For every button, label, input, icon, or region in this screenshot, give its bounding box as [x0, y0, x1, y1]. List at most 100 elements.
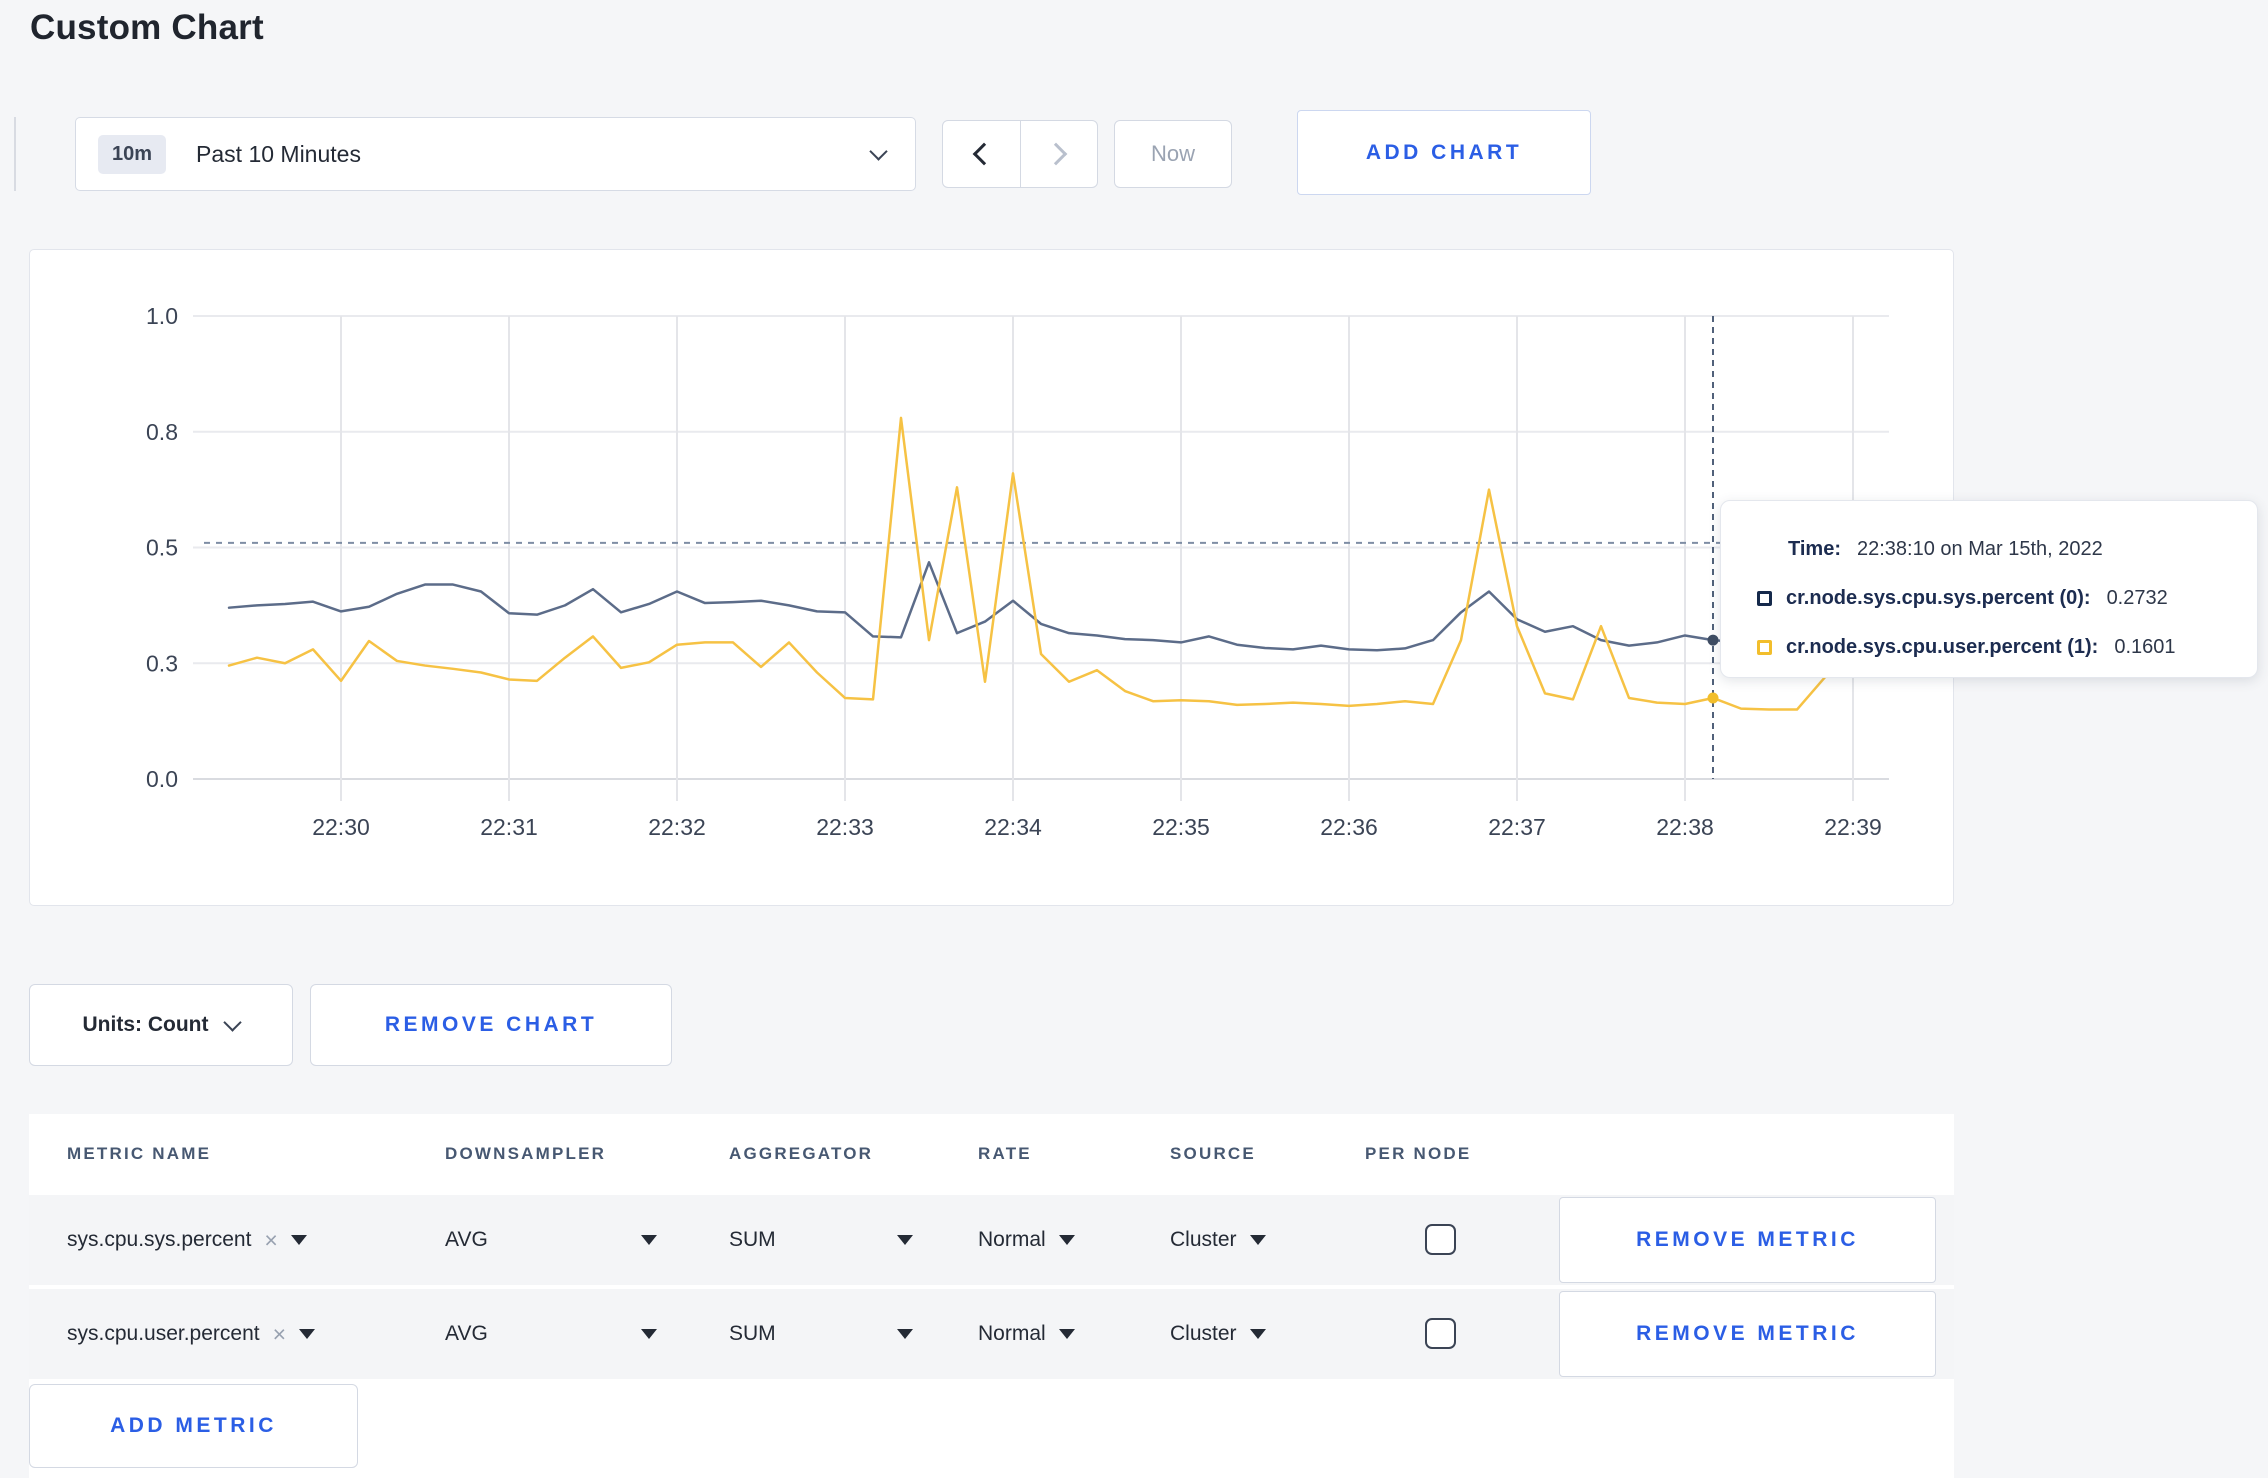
x-tick-label: 22:34: [984, 814, 1042, 840]
dropdown-caret-icon: [1249, 1329, 1266, 1339]
aggregator-select[interactable]: SUM: [729, 1195, 776, 1285]
metric-name-select[interactable]: sys.cpu.sys.percent ×: [67, 1195, 307, 1285]
rate-value: Normal: [978, 1228, 1046, 1251]
x-tick-label: 22:30: [312, 814, 370, 840]
x-tick-label: 22:37: [1488, 814, 1546, 840]
series-line: [227, 561, 1883, 652]
aggregator-value: SUM: [729, 1322, 776, 1345]
time-window-badge: 10m: [98, 134, 167, 174]
table-row: sys.cpu.sys.percent × AVG SUM Normal Clu…: [29, 1195, 1954, 1285]
add-chart-label: ADD CHART: [1365, 140, 1523, 164]
rate-value: Normal: [978, 1322, 1046, 1345]
x-tick-label: 22:39: [1824, 814, 1882, 840]
y-tick-label: 1.0: [146, 303, 178, 329]
rate-select[interactable]: Normal: [978, 1195, 1075, 1285]
units-label: Units: Count: [82, 1013, 209, 1036]
col-header-downsampler: DOWNSAMPLER: [445, 1144, 607, 1163]
y-tick-label: 0.5: [146, 535, 178, 561]
add-chart-button[interactable]: ADD CHART: [1297, 110, 1591, 195]
tooltip-time-value: 22:38:10 on Mar 15th, 2022: [1856, 537, 2103, 560]
tooltip-series-value: 0.2732: [2106, 586, 2168, 609]
col-header-aggregator: AGGREGATOR: [729, 1144, 874, 1163]
dropdown-caret-icon: [1249, 1235, 1266, 1245]
time-window-select[interactable]: 10m Past 10 Minutes: [75, 117, 916, 191]
remove-x-icon[interactable]: ×: [264, 1226, 278, 1253]
toolbar-left-divider: [14, 117, 16, 191]
per-node-checkbox[interactable]: [1425, 1224, 1456, 1255]
remove-metric-button[interactable]: REMOVE METRIC: [1559, 1197, 1936, 1283]
table-row: sys.cpu.user.percent × AVG SUM Normal Cl…: [29, 1289, 1954, 1379]
metrics-table: METRIC NAME DOWNSAMPLER AGGREGATOR RATE …: [29, 1114, 1954, 1478]
chevron-down-icon: [869, 141, 888, 161]
hover-point-dot: [1707, 634, 1719, 646]
series-color-swatch: [1757, 590, 1772, 606]
remove-metric-label: REMOVE METRIC: [1636, 1322, 1859, 1345]
chevron-right-icon: [1044, 142, 1068, 166]
col-header-rate: RATE: [978, 1144, 1032, 1163]
rate-select[interactable]: Normal: [978, 1289, 1075, 1379]
x-tick-label: 22:33: [816, 814, 874, 840]
y-tick-label: 0.3: [146, 650, 178, 676]
source-select[interactable]: Cluster: [1170, 1195, 1266, 1285]
source-value: Cluster: [1170, 1228, 1237, 1251]
hover-point-dot: [1707, 692, 1719, 704]
aggregator-select[interactable]: SUM: [729, 1289, 776, 1379]
dropdown-caret-icon[interactable]: [897, 1329, 913, 1339]
tooltip-series-label: cr.node.sys.cpu.user.percent (1):: [1786, 635, 2099, 658]
x-tick-label: 22:31: [480, 814, 538, 840]
series-color-swatch: [1757, 639, 1772, 655]
tooltip-series-value: 0.1601: [2114, 635, 2176, 658]
units-select[interactable]: Units: Count: [29, 984, 293, 1066]
add-metric-button[interactable]: ADD METRIC: [29, 1384, 358, 1468]
downsampler-select[interactable]: AVG: [445, 1289, 488, 1379]
chevron-down-icon: [223, 1013, 243, 1032]
dropdown-caret-icon[interactable]: [897, 1235, 913, 1245]
remove-metric-button[interactable]: REMOVE METRIC: [1559, 1291, 1936, 1377]
downsampler-value: AVG: [445, 1228, 488, 1251]
now-button[interactable]: Now: [1114, 120, 1232, 188]
col-header-metric-name: METRIC NAME: [67, 1144, 212, 1163]
chart-canvas[interactable]: 1.0 0.8 0.5 0.3 0.0 22:30 22:31 22:32 22:33 22:34…: [30, 250, 1953, 905]
dropdown-caret-icon[interactable]: [641, 1329, 657, 1339]
col-header-source: SOURCE: [1170, 1144, 1256, 1163]
prev-time-button[interactable]: [943, 121, 1020, 187]
remove-chart-button[interactable]: REMOVE CHART: [310, 984, 672, 1066]
dropdown-caret-icon: [299, 1329, 316, 1339]
x-tick-label: 22:38: [1656, 814, 1714, 840]
y-tick-label: 0.0: [146, 766, 178, 792]
remove-chart-label: REMOVE CHART: [384, 1013, 598, 1036]
source-value: Cluster: [1170, 1322, 1237, 1345]
tooltip-time-prefix: Time:: [1788, 537, 1841, 560]
page-title: Custom Chart: [30, 8, 264, 47]
remove-x-icon[interactable]: ×: [272, 1320, 287, 1347]
x-tick-label: 22:32: [648, 814, 706, 840]
downsampler-select[interactable]: AVG: [445, 1195, 488, 1285]
chart-tooltip: Time: 22:38:10 on Mar 15th, 2022 cr.node…: [1720, 500, 2258, 678]
table-header-row: METRIC NAME DOWNSAMPLER AGGREGATOR RATE …: [29, 1114, 1954, 1194]
chevron-left-icon: [972, 142, 996, 166]
dropdown-caret-icon: [290, 1235, 307, 1245]
chart-card: 1.0 0.8 0.5 0.3 0.0 22:30 22:31 22:32 22:33 22:34…: [29, 249, 1954, 906]
source-select[interactable]: Cluster: [1170, 1289, 1266, 1379]
per-node-checkbox[interactable]: [1425, 1318, 1456, 1349]
x-tick-label: 22:35: [1152, 814, 1210, 840]
remove-metric-label: REMOVE METRIC: [1636, 1228, 1859, 1251]
downsampler-value: AVG: [445, 1322, 488, 1345]
metric-name-value: sys.cpu.user.percent: [67, 1322, 260, 1345]
y-tick-label: 0.8: [146, 419, 178, 445]
metric-name-select[interactable]: sys.cpu.user.percent ×: [67, 1289, 316, 1379]
now-button-label: Now: [1150, 141, 1195, 166]
metric-name-value: sys.cpu.sys.percent: [67, 1228, 252, 1251]
dropdown-caret-icon: [1058, 1329, 1075, 1339]
time-window-label: Past 10 Minutes: [196, 140, 361, 167]
dropdown-caret-icon[interactable]: [641, 1235, 657, 1245]
next-time-button[interactable]: [1019, 121, 1098, 187]
col-header-per-node: PER NODE: [1365, 1144, 1472, 1163]
tooltip-series-label: cr.node.sys.cpu.sys.percent (0):: [1786, 586, 2091, 609]
add-metric-label: ADD METRIC: [110, 1414, 277, 1437]
series-line: [227, 416, 1883, 711]
time-pager: [942, 120, 1098, 188]
aggregator-value: SUM: [729, 1228, 776, 1251]
x-tick-label: 22:36: [1320, 814, 1378, 840]
